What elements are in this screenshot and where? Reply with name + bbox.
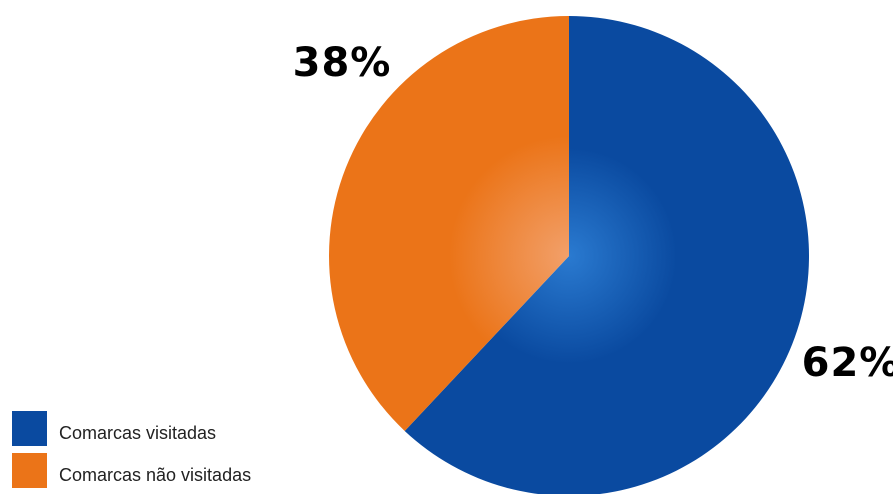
slice-label-visited: 62% [802,340,893,386]
legend-item-not-visited: Comarcas não visitadas [12,452,251,488]
pie-slice-not-visited [329,16,569,431]
legend-swatch-not-visited [12,452,47,488]
slice-label-non-visited: 38% [293,40,392,86]
legend-label-not-visited: Comarcas não visitadas [59,464,252,485]
legend: Comarcas visitadas Comarcas não visitada… [12,410,251,494]
legend-label-visited: Comarcas visitadas [59,422,217,443]
pie-slice-visited [404,16,809,494]
legend-swatch-visited [12,410,47,446]
legend-item-visited: Comarcas visitadas [12,410,251,446]
